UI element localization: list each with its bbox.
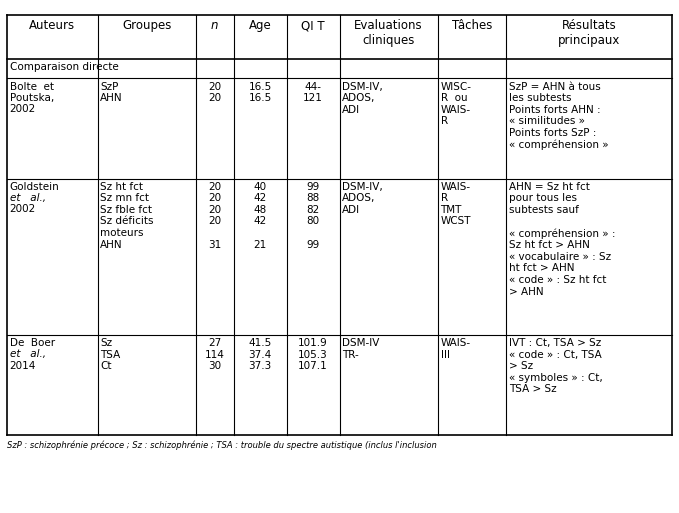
Text: 20
20
20
20

31: 20 20 20 20 31 bbox=[208, 182, 221, 250]
Text: Résultats
principaux: Résultats principaux bbox=[558, 19, 620, 48]
Text: 101.9
105.3
107.1: 101.9 105.3 107.1 bbox=[298, 338, 328, 371]
Text: IVT : Ct, TSA > Sz
« code » : Ct, TSA
> Sz
« symboles » : Ct,
TSA > Sz: IVT : Ct, TSA > Sz « code » : Ct, TSA > … bbox=[509, 338, 602, 394]
Text: Sz ht fct
Sz mn fct
Sz fble fct
Sz déficits
moteurs
AHN: Sz ht fct Sz mn fct Sz fble fct Sz défic… bbox=[100, 182, 153, 250]
Text: SzP : schizophrénie précoce ; Sz : schizophrénie ; TSA : trouble du spectre auti: SzP : schizophrénie précoce ; Sz : schiz… bbox=[7, 440, 437, 450]
Text: WAIS-
III: WAIS- III bbox=[441, 338, 471, 360]
Text: 44-
121: 44- 121 bbox=[303, 82, 323, 103]
Text: Age: Age bbox=[249, 19, 272, 32]
Text: Comparaison directe: Comparaison directe bbox=[10, 62, 118, 72]
Text: 27
114
30: 27 114 30 bbox=[205, 338, 225, 371]
Text: AHN = Sz ht fct
pour tous les
subtests sauf

« compréhension » :
Sz ht fct > AHN: AHN = Sz ht fct pour tous les subtests s… bbox=[509, 182, 615, 297]
Text: 2002: 2002 bbox=[10, 104, 36, 114]
Text: Goldstein: Goldstein bbox=[10, 182, 59, 191]
Text: Auteurs: Auteurs bbox=[29, 19, 75, 32]
Text: 41.5
37.4
37.3: 41.5 37.4 37.3 bbox=[249, 338, 272, 371]
Text: Tâches: Tâches bbox=[452, 19, 492, 32]
Text: WAIS-
R
TMT
WCST: WAIS- R TMT WCST bbox=[441, 182, 471, 226]
Text: Bolte  et: Bolte et bbox=[10, 82, 54, 91]
Text: SzP = AHN à tous
les subtests
Points forts AHN :
« similitudes »
Points forts Sz: SzP = AHN à tous les subtests Points for… bbox=[509, 82, 608, 150]
Text: SzP
AHN: SzP AHN bbox=[100, 82, 123, 103]
Text: 40
42
48
42

21: 40 42 48 42 21 bbox=[253, 182, 267, 250]
Text: 2002: 2002 bbox=[10, 204, 36, 214]
Text: DSM-IV,
ADOS,
ADI: DSM-IV, ADOS, ADI bbox=[342, 182, 383, 215]
Text: 20
20: 20 20 bbox=[208, 82, 221, 103]
Text: 16.5
16.5: 16.5 16.5 bbox=[249, 82, 272, 103]
Text: Groupes: Groupes bbox=[122, 19, 171, 32]
Text: DSM-IV,
ADOS,
ADI: DSM-IV, ADOS, ADI bbox=[342, 82, 383, 115]
Text: De  Boer: De Boer bbox=[10, 338, 54, 348]
Text: Sz
TSA
Ct: Sz TSA Ct bbox=[100, 338, 120, 371]
Text: QI T: QI T bbox=[301, 19, 325, 32]
Text: Poutska,: Poutska, bbox=[10, 93, 54, 103]
Text: 99
88
82
80

99: 99 88 82 80 99 bbox=[306, 182, 320, 250]
Text: Evaluations
cliniques: Evaluations cliniques bbox=[354, 19, 423, 48]
Text: WISC-
R  ou
WAIS-
R: WISC- R ou WAIS- R bbox=[441, 82, 471, 126]
Text: DSM-IV
TR-: DSM-IV TR- bbox=[342, 338, 380, 360]
Text: n: n bbox=[211, 19, 219, 32]
Text: et   al.,: et al., bbox=[10, 349, 45, 359]
Text: 2014: 2014 bbox=[10, 361, 36, 370]
Text: et   al.,: et al., bbox=[10, 193, 45, 203]
